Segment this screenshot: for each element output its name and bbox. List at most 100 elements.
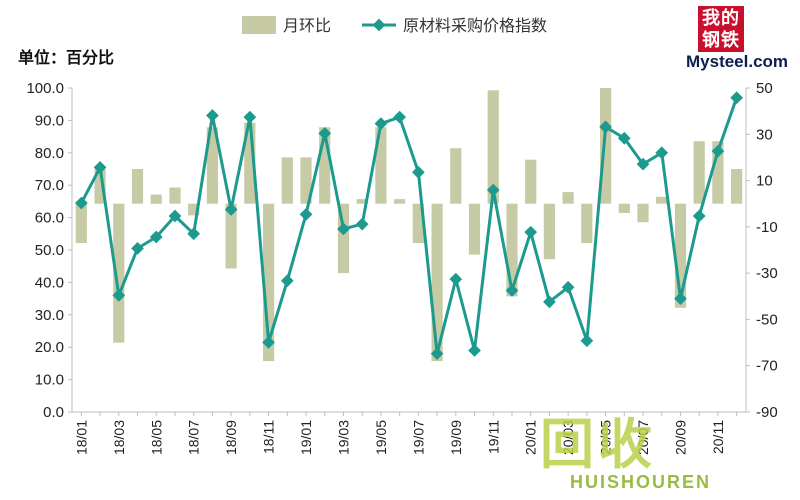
- y-left-tick-label: 0.0: [43, 404, 64, 421]
- point-price-index-18/05: [149, 230, 163, 244]
- legend-label-index: 原材料采购价格指数: [403, 17, 547, 35]
- line-price-index: [80, 97, 739, 356]
- y-left-tick-label: 10.0: [35, 372, 64, 389]
- x-tick-label-19/05: 19/05: [373, 420, 389, 455]
- y-right-tick-label: -70: [756, 358, 778, 375]
- bar-mom-19/09: [450, 148, 462, 204]
- y-left-tick-label: 100.0: [26, 80, 64, 97]
- y-left-tick-label: 20.0: [35, 339, 64, 356]
- point-price-index-19/07: [411, 165, 425, 179]
- bar-mom-20/12: [731, 169, 743, 204]
- point-price-index-18/02: [93, 161, 107, 174]
- point-price-index-18/08: [206, 109, 219, 122]
- bar-mom-19/08: [431, 203, 443, 362]
- x-tick-label-20/05: 20/05: [598, 420, 614, 455]
- mysteel-logo: 我的钢铁 Mysteel.com: [686, 6, 792, 74]
- bar-mom-20/07: [637, 203, 649, 223]
- huishouren-watermark: 回收 HUISHOUREN: [540, 400, 780, 496]
- legend-swatch-mom: [242, 16, 276, 34]
- x-tick-label-20/01: 20/01: [523, 420, 539, 455]
- x-tick-label-20/03: 20/03: [560, 420, 576, 455]
- y-right-tick-label: 30: [756, 126, 773, 143]
- x-tick-label-19/07: 19/07: [410, 420, 426, 455]
- point-price-index-19/10: [468, 344, 481, 357]
- bar-mom-19/11: [487, 90, 499, 204]
- legend-swatch-index-marker: [372, 18, 386, 32]
- bar-mom-18/01: [75, 203, 87, 243]
- bar-mom-18/08: [206, 127, 218, 204]
- bar-mom-20/04: [581, 203, 593, 243]
- point-price-index-18/01: [74, 196, 88, 210]
- point-price-index-20/12: [730, 91, 744, 105]
- bar-mom-18/12: [281, 157, 293, 204]
- x-tick-label-20/09: 20/09: [672, 420, 688, 455]
- x-tick-label-20/07: 20/07: [635, 420, 651, 455]
- bar-mom-19/12: [506, 203, 518, 297]
- bar-mom-19/03: [337, 203, 350, 274]
- point-price-index-19/01: [299, 207, 313, 221]
- bar-mom-19/05: [375, 127, 387, 204]
- x-tick-label-20/11: 20/11: [710, 420, 726, 454]
- bar-mom-18/02: [94, 169, 106, 204]
- point-price-index-19/05: [374, 117, 388, 131]
- point-price-index-18/07: [187, 227, 201, 241]
- point-price-index-19/04: [355, 217, 369, 231]
- point-price-index-19/03: [337, 222, 350, 236]
- bar-mom-20/09: [674, 203, 687, 308]
- bar-mom-20/02: [543, 203, 555, 260]
- x-tick-label-18/05: 18/05: [148, 420, 164, 455]
- bar-mom-18/09: [225, 203, 237, 269]
- watermark-mark: 回收: [540, 415, 656, 475]
- point-price-index-18/12: [280, 274, 294, 288]
- x-tick-label-19/09: 19/09: [448, 420, 464, 455]
- legend-label-mom: 月环比: [283, 17, 331, 35]
- point-price-index-18/04: [131, 242, 144, 255]
- point-price-index-20/04: [580, 334, 594, 348]
- bar-mom-20/05: [600, 88, 612, 204]
- y-left-tick-label: 40.0: [35, 274, 64, 291]
- y-left-tick-label: 30.0: [35, 307, 64, 324]
- y-right-tick-label: 50: [756, 80, 773, 97]
- y-left-tick-label: 60.0: [35, 210, 64, 227]
- x-tick-label-19/03: 19/03: [335, 420, 351, 455]
- point-price-index-19/02: [318, 126, 332, 140]
- bar-mom-20/11: [712, 141, 724, 204]
- logo-en-text: Mysteel.com: [686, 52, 789, 71]
- x-tick-label-18/03: 18/03: [111, 420, 127, 455]
- point-price-index-19/06: [393, 110, 407, 124]
- y-left-tick-label: 50.0: [35, 242, 64, 259]
- bar-mom-19/07: [412, 203, 424, 243]
- watermark-sub: HUISHOUREN: [570, 472, 712, 492]
- logo-cn-text: 我的钢铁: [698, 6, 744, 52]
- x-tick-label-19/11: 19/11: [485, 420, 501, 454]
- bar-mom-19/04: [356, 199, 368, 204]
- bar-mom-20/08: [656, 196, 668, 204]
- bar-mom-19/10: [468, 203, 481, 255]
- y-right-tick-label: -30: [756, 265, 778, 282]
- point-price-index-20/01: [524, 225, 538, 239]
- bar-mom-18/10: [244, 122, 256, 204]
- y-right-tick-label: 10: [756, 173, 773, 190]
- y-left-tick-label: 70.0: [35, 177, 64, 194]
- point-price-index-19/11: [486, 183, 500, 197]
- bar-mom-18/11: [263, 203, 275, 362]
- y-left-tick-label: 90.0: [35, 112, 64, 129]
- bar-mom-19/06: [394, 199, 406, 204]
- bar-mom-20/03: [562, 192, 574, 204]
- bar-mom-20/06: [618, 203, 630, 213]
- bar-mom-18/03: [113, 203, 125, 343]
- point-price-index-19/09: [449, 272, 463, 286]
- point-price-index-19/08: [430, 347, 444, 361]
- point-price-index-20/10: [692, 209, 706, 223]
- x-tick-label-18/07: 18/07: [186, 420, 202, 455]
- bar-mom-19/02: [319, 127, 331, 204]
- x-tick-label-18/09: 18/09: [223, 420, 239, 455]
- bar-mom-20/01: [525, 159, 537, 204]
- point-price-index-18/09: [224, 203, 238, 216]
- bar-mom-20/10: [693, 141, 705, 204]
- bar-mom-18/05: [150, 194, 162, 204]
- unit-label: 单位：百分比: [18, 50, 115, 67]
- bar-mom-18/06: [169, 187, 181, 204]
- point-price-index-18/11: [262, 335, 275, 349]
